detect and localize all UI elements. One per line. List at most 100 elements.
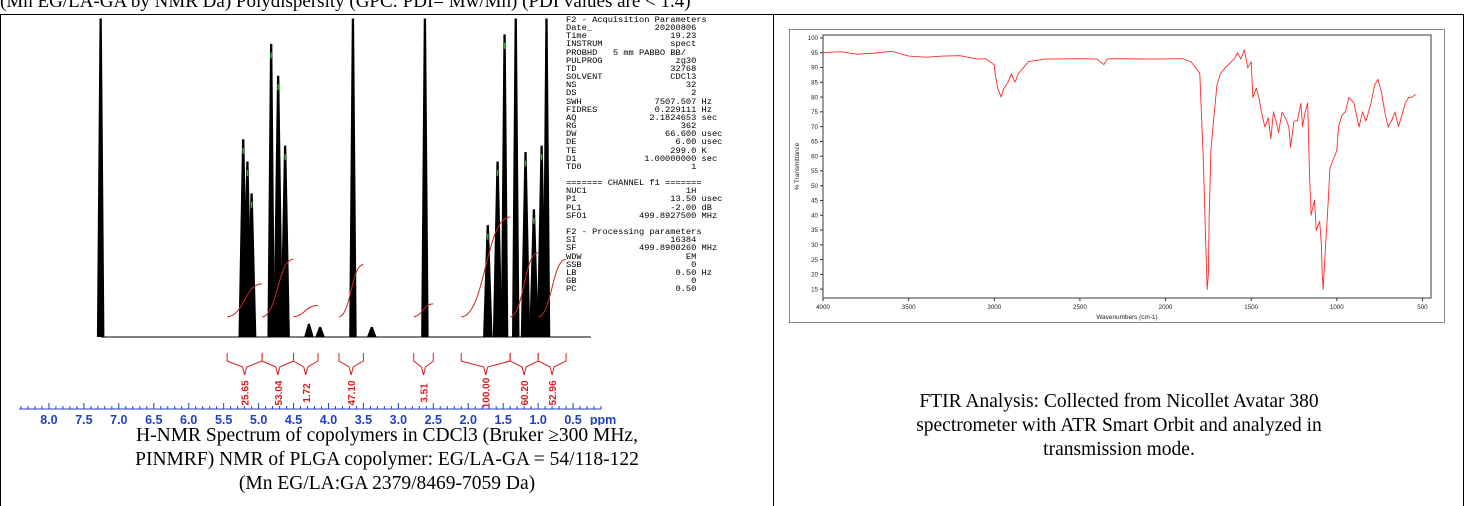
nmr-integral-bracket [261,353,295,376]
nmr-peak [349,18,357,338]
nmr-peak [273,75,283,338]
param-line: PC 0.50 [566,284,697,295]
nmr-peak [511,18,520,338]
param-line: LB 0.50 Hz [566,267,712,278]
nmr-integral-curve [261,258,294,318]
ftir-y-tick-label: 15 [811,286,818,293]
nmr-integral-bracket [226,353,263,376]
nmr-tick-label: 1.5 [494,413,511,425]
ftir-y-axis-label: % Transmittance [794,142,801,190]
param-line: WDW EM [566,251,697,262]
nmr-caption-line-2: PINMRF) NMR of PLGA copolymer: EG/LA-GA … [135,449,639,470]
ftir-series-line [822,49,1416,290]
nmr-tick-label: 4.0 [320,413,337,425]
nmr-peak [246,193,257,338]
param-line: Date_ 20200806 [566,23,697,34]
ftir-y-tick-label: 85 [811,79,818,86]
nmr-integral-label: 53.04 [274,380,285,405]
ftir-y-tick-label: 45 [811,198,818,205]
nmr-tick-label: 6.5 [145,413,162,425]
nmr-integral-label: 47.10 [347,380,358,405]
nmr-tick-label: 7.0 [110,413,127,425]
nmr-tick-label: 6.0 [180,413,197,425]
ftir-y-tick-label: 50 [811,183,818,190]
acquisition-parameters: F2 - Acquisition Parameters Date_ 202008… [566,16,723,295]
nmr-tick-label: 5.0 [250,413,267,425]
ftir-y-tick-label: 55 [811,168,818,175]
nmr-peak [304,323,314,338]
nmr-integral-curve [293,304,319,318]
nmr-integral-bracket [537,353,567,376]
ftir-x-tick-label: 4000 [816,304,830,311]
nmr-tick-label: 1.0 [529,413,546,425]
nmr-integral-bracket [413,353,434,376]
ftir-axes: 15 20 25 30 35 40 45 50 55 60 65 70 75 80 85 90 95 100 400… [794,35,1428,321]
ftir-x-tick-label: 1500 [1244,304,1258,311]
ftir-caption: FTIR Analysis: Collected from Nicollet A… [775,390,1463,462]
param-line: FIDRES 0.229111 Hz [566,104,712,115]
ftir-y-tick-label: 70 [811,124,818,131]
ftir-y-tick-label: 95 [811,50,818,57]
param-line: DS 2 [566,88,697,99]
nmr-integral-curve [413,303,434,318]
nmr-peak [315,326,325,338]
nmr-integral-label: 52.96 [548,380,559,405]
nmr-peak [367,326,377,338]
param-line: DE 6.00 usec [566,137,723,148]
nmr-caption: H-NMR Spectrum of copolymers in CDCl3 (B… [4,424,770,496]
ftir-spectrum-plot: 15 20 25 30 35 40 45 50 55 60 65 70 75 80 85 90 95 100 400… [789,29,1445,323]
middle-border [773,14,774,506]
param-line: SI 16384 [566,235,697,246]
nmr-integral-label: 1.72 [302,383,313,403]
nmr-spectrum-plot: 25.65 53.04 1.72 47.10 3.51 100.00 60.20 52.96 … [19,18,616,425]
nmr-integral-curve [461,216,511,318]
param-line: P1 13.50 usec [566,194,723,205]
ftir-caption-line-3: transmission mode. [1043,439,1195,460]
param-line: GB 0 [566,276,697,286]
nmr-peak [500,34,509,338]
ftir-y-tick-label: 80 [811,94,818,101]
nmr-axis-unit: ppm [590,413,616,425]
left-border [0,14,1,506]
param-line: SSB 0 [566,259,697,270]
ftir-y-tick-label: 75 [811,109,818,116]
param-line: NUC1 1H [566,186,697,197]
ftir-x-tick-label: 2500 [1073,304,1087,311]
param-line: PULPROG zg30 [566,55,697,66]
nmr-ppm-axis: 8.0 7.5 7.0 6.5 6.0 5.5 5.0 4.5 4.0 3.5 3.0 2.5 2.0 1… [19,403,616,425]
nmr-tick-label: 5.5 [215,413,232,425]
param-line: DW 66.600 usec [566,129,723,140]
ftir-x-tick-label: 1000 [1330,304,1344,311]
ftir-plot-area [822,34,1432,299]
top-border [0,14,1464,15]
nmr-integral-bracket [460,353,511,376]
nmr-peak [280,145,290,338]
param-line: NS 32 [566,80,697,91]
param-line: TE 299.0 K [566,145,707,156]
param-line: PROBHD 5 mm PABBO BB/ [566,47,686,58]
nmr-integral-curve [537,258,567,318]
param-line: SF 499.8900260 MHz [566,243,718,254]
ftir-trace [822,49,1416,290]
header-fragment-text: (Mn EG/LA-GA by NMR Da) Polydispersity (… [0,0,691,12]
nmr-integral-curve [509,252,539,318]
nmr-tick-label: 2.5 [425,413,442,425]
param-line: AQ 2.1824653 sec [566,112,718,123]
ftir-y-tick-label: 40 [811,212,818,219]
ftir-y-tick-label: 35 [811,227,818,234]
nmr-caption-line-3: (Mn EG/LA:GA 2379/8469-7059 Da) [238,473,536,494]
ftir-y-tick-label: 20 [811,272,818,279]
nmr-peak [520,152,531,338]
nmr-spectrum-trace [96,18,591,338]
ftir-x-tick-label: 500 [1417,304,1428,311]
nmr-tick-label: 8.0 [40,413,57,425]
nmr-peak [421,18,429,338]
param-line: TD 32768 [566,63,697,74]
nmr-peak [96,18,105,338]
nmr-peak [483,225,493,338]
ftir-caption-line-2: spectrometer with ATR Smart Orbit and an… [916,415,1322,436]
param-line: SOLVENT CDCl3 [566,72,697,83]
nmr-peak [267,43,275,338]
right-border [1463,14,1464,506]
nmr-integral-curve [227,283,263,318]
